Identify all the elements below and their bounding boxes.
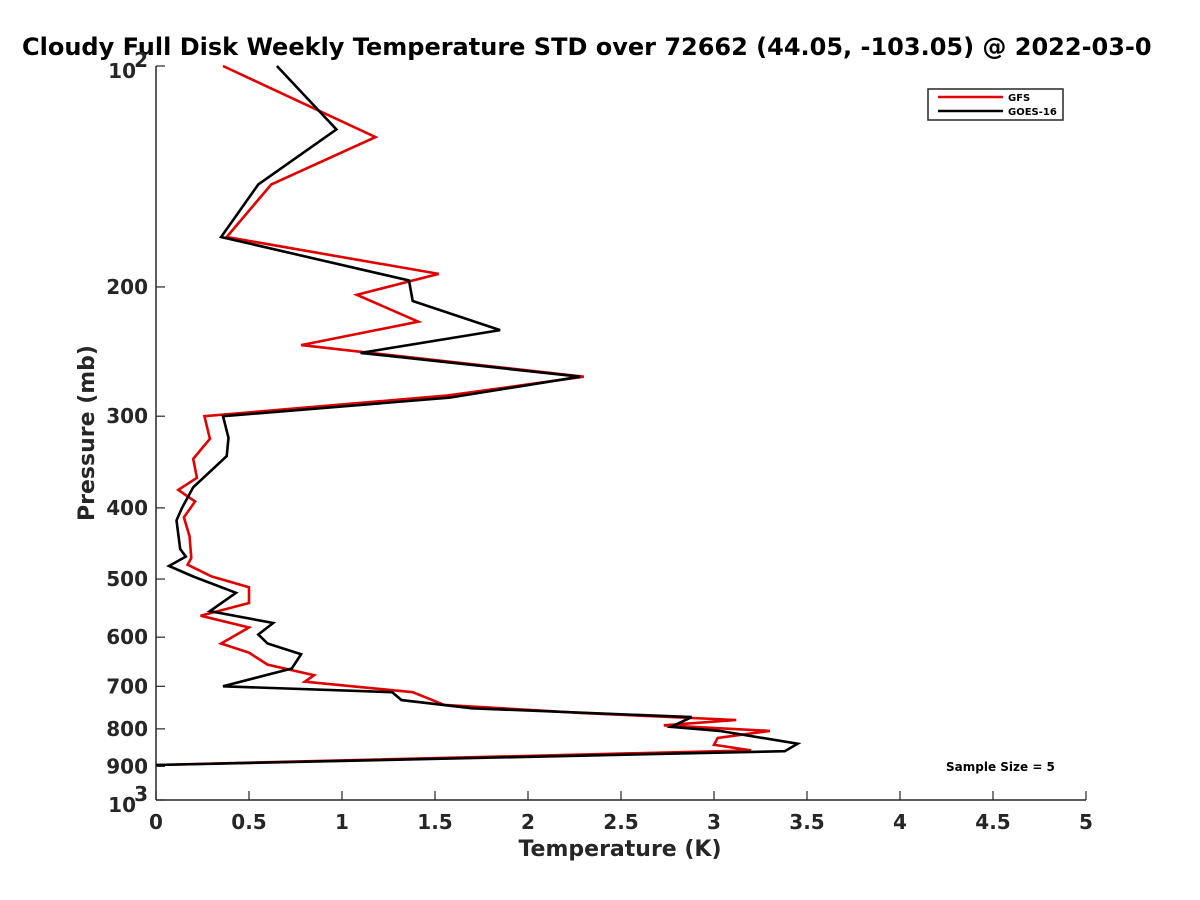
- legend-entry: GOES-16: [1008, 107, 1057, 118]
- y-tick-label: 700: [106, 674, 148, 698]
- x-tick-label: 4: [893, 810, 907, 834]
- y-tick-label: 800: [106, 717, 148, 741]
- x-tick-label: 5: [1079, 810, 1093, 834]
- x-tick-label: 4.5: [975, 810, 1010, 834]
- y-tick-exponent: 2: [134, 48, 148, 72]
- series-line-gfs: [155, 64, 770, 767]
- chart-title: Cloudy Full Disk Weekly Temperature STD …: [22, 33, 1152, 61]
- y-tick-label: 600: [106, 625, 148, 649]
- x-tick-label: 1: [335, 810, 349, 834]
- x-tick-label: 2.5: [603, 810, 638, 834]
- y-tick-label: 900: [106, 754, 148, 778]
- sample-size-annotation: Sample Size = 5: [946, 760, 1055, 774]
- y-tick-label: 400: [106, 496, 148, 520]
- y-tick-label: 10: [108, 793, 136, 817]
- series-line-goes-16: [155, 65, 802, 767]
- x-tick-label: 2: [521, 810, 535, 834]
- x-tick-label: 1.5: [417, 810, 452, 834]
- legend: GFS GOES-16: [927, 88, 1064, 121]
- legend-entry: GFS: [1008, 93, 1030, 104]
- x-axis-label: Temperature (K): [518, 837, 721, 862]
- x-tick-label: 3: [707, 810, 721, 834]
- x-axis-ticks: 0 0.5 1 1.5 2 2.5 3 3.5 4 4.5 5: [149, 791, 1093, 834]
- legend-box: [927, 88, 1064, 121]
- x-tick-label: 0: [149, 810, 163, 834]
- y-axis-label: Pressure (mb): [75, 345, 100, 521]
- y-tick-label: 300: [106, 404, 148, 428]
- y-tick-label: 500: [106, 567, 148, 591]
- x-tick-label: 0.5: [231, 810, 266, 834]
- x-tick-label: 3.5: [789, 810, 824, 834]
- y-tick-label: 10: [108, 59, 136, 83]
- y-tick-label: 200: [106, 275, 148, 299]
- series-layer: [155, 64, 802, 767]
- y-tick-exponent: 3: [134, 782, 148, 806]
